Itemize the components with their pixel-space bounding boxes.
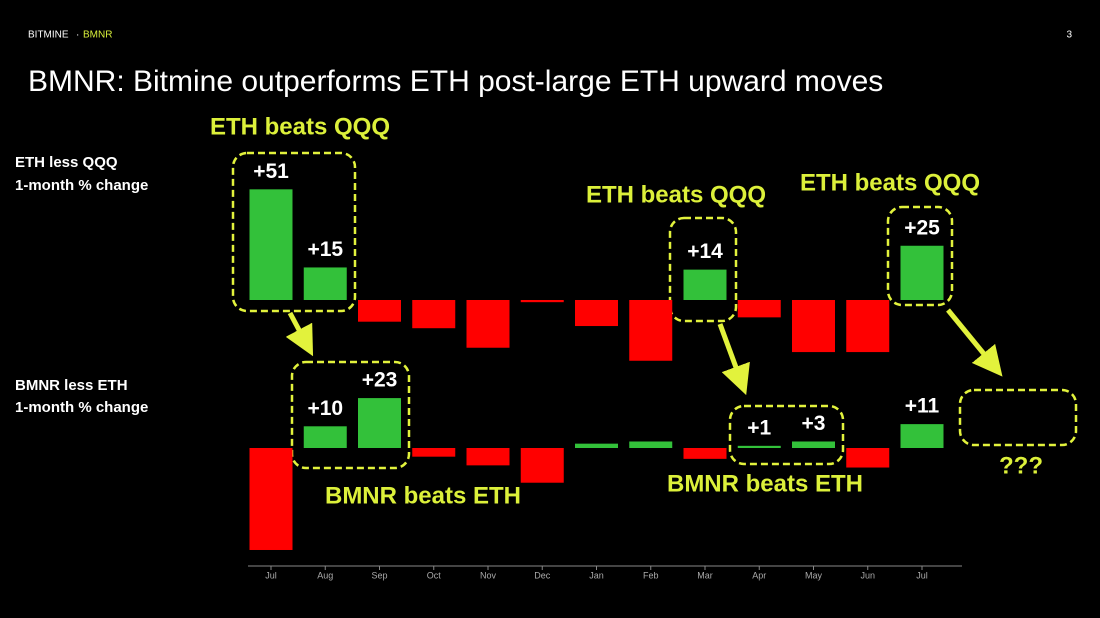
bar <box>846 300 890 353</box>
x-tick-label: Nov <box>480 570 497 580</box>
x-tick-label: Jun <box>860 570 875 580</box>
x-tick-label: Oct <box>427 570 442 580</box>
arrow <box>717 323 750 396</box>
data-label: +3 <box>802 412 826 435</box>
x-tick-label: Jul <box>916 570 928 580</box>
bar <box>412 448 456 457</box>
data-label: +23 <box>362 369 398 392</box>
x-tick-label: May <box>805 570 823 580</box>
series-label: BMNR less ETH <box>15 377 128 394</box>
x-tick-label: Jan <box>589 570 604 580</box>
data-label: +51 <box>253 160 289 183</box>
bar <box>629 441 673 448</box>
ticker: BMNR <box>83 30 112 41</box>
bar <box>358 398 401 448</box>
bar <box>303 267 347 300</box>
arrow <box>946 308 1003 377</box>
bar <box>412 300 456 329</box>
x-tick-label: Mar <box>697 570 713 580</box>
series-label: ETH less QQQ <box>15 154 118 171</box>
bar <box>358 300 401 322</box>
bar <box>737 300 781 318</box>
annotation: ETH beats QQQ <box>800 169 980 196</box>
bar <box>520 300 564 303</box>
highlight-box <box>231 151 357 313</box>
bar <box>792 300 835 353</box>
x-tick-label: Dec <box>534 570 551 580</box>
data-label: +25 <box>904 216 940 239</box>
highlight-box <box>886 205 954 307</box>
bar <box>846 448 890 468</box>
data-label: +15 <box>307 238 343 261</box>
bar <box>575 443 618 448</box>
bar <box>792 441 835 448</box>
highlight-box <box>958 388 1078 447</box>
x-tick-label: Sep <box>371 570 387 580</box>
bar <box>466 300 510 348</box>
annotation: ??? <box>999 452 1043 479</box>
data-label: +1 <box>747 416 771 439</box>
highlight-box <box>668 216 738 323</box>
chart-title: BMNR: Bitmine outperforms ETH post-large… <box>28 65 883 98</box>
annotation: BMNR beats ETH <box>325 482 521 509</box>
page-number: 3 <box>1066 30 1072 41</box>
bar <box>520 448 564 483</box>
bar <box>249 189 293 300</box>
x-tick-label: Jul <box>265 570 277 580</box>
x-tick-label: Apr <box>752 570 766 580</box>
highlight-boxes <box>231 151 1078 470</box>
series-unit-label: 1-month % change <box>15 399 148 416</box>
brand: BITMINE <box>28 30 69 41</box>
bar <box>900 424 944 448</box>
separator: · <box>76 30 79 41</box>
arrows <box>285 308 1003 396</box>
bar <box>629 300 673 361</box>
data-label: +11 <box>905 395 940 418</box>
bar <box>575 300 618 327</box>
data-label: +10 <box>307 397 343 420</box>
annotation: ETH beats QQQ <box>210 113 390 140</box>
annotation: BMNR beats ETH <box>667 470 863 497</box>
bar <box>683 269 727 300</box>
x-tick-label: Feb <box>643 570 659 580</box>
annotation: ETH beats QQQ <box>586 181 766 208</box>
series-unit-label: 1-month % change <box>15 177 148 194</box>
bar <box>900 245 944 300</box>
bar <box>466 448 510 466</box>
highlight-box <box>290 360 411 470</box>
highlight-box <box>728 404 845 466</box>
bar <box>249 448 293 550</box>
bar <box>737 445 781 448</box>
bar <box>683 448 727 459</box>
x-tick-label: Aug <box>317 570 333 580</box>
arrow <box>285 311 314 357</box>
bar <box>303 426 347 448</box>
data-label: +14 <box>687 240 723 263</box>
